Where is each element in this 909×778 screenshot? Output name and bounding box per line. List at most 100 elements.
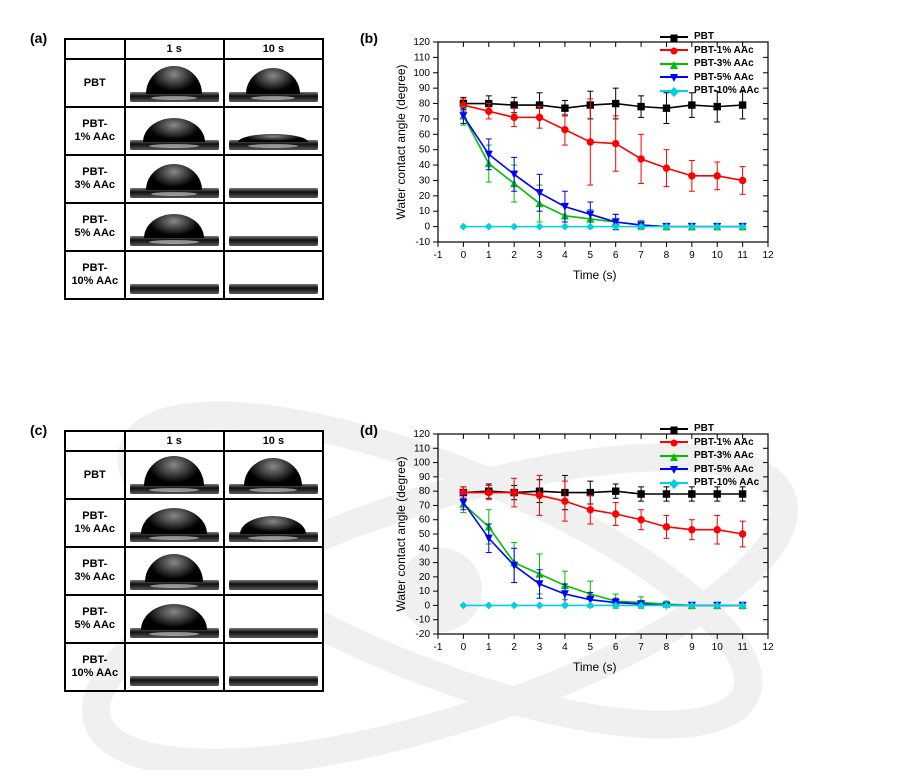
grid-row-label: PBT- 1% AAc <box>65 107 125 155</box>
svg-text:2: 2 <box>511 642 517 653</box>
legend-item: PBT <box>660 30 759 44</box>
droplet-cell <box>224 451 323 499</box>
svg-text:-1: -1 <box>434 642 443 653</box>
droplet-cell <box>125 155 224 203</box>
grid-row-label: PBT- 10% AAc <box>65 643 125 691</box>
panel-label-c: (c) <box>30 422 47 438</box>
legend-item: PBT-1% AAc <box>660 44 759 58</box>
svg-text:-10: -10 <box>416 237 431 248</box>
droplet-cell <box>224 155 323 203</box>
svg-text:40: 40 <box>419 543 431 554</box>
grid-row-label: PBT- 10% AAc <box>65 251 125 299</box>
svg-text:5: 5 <box>588 250 594 261</box>
droplet-cell <box>125 203 224 251</box>
legend-b: PBTPBT-1% AAcPBT-3% AAcPBT-5% AAcPBT-10%… <box>660 30 759 98</box>
series <box>460 602 746 608</box>
grid-col-header: 10 s <box>224 431 323 451</box>
grid-col-header: 1 s <box>125 431 224 451</box>
droplet-cell <box>125 547 224 595</box>
svg-text:-1: -1 <box>434 250 443 261</box>
droplet-cell <box>224 499 323 547</box>
legend-label: PBT-3% AAc <box>694 57 754 71</box>
svg-text:30: 30 <box>419 175 431 186</box>
legend-item: PBT-10% AAc <box>660 84 759 98</box>
chart-d-xlabel: Time (s) <box>573 660 617 674</box>
svg-text:7: 7 <box>638 250 644 261</box>
svg-text:10: 10 <box>712 250 724 261</box>
panel-label-d: (d) <box>360 422 378 438</box>
svg-text:120: 120 <box>413 429 430 440</box>
svg-text:90: 90 <box>419 83 431 94</box>
series <box>460 223 746 229</box>
svg-text:90: 90 <box>419 472 431 483</box>
svg-text:1: 1 <box>486 250 492 261</box>
svg-text:12: 12 <box>762 642 774 653</box>
svg-text:11: 11 <box>737 250 748 261</box>
svg-text:0: 0 <box>424 600 430 611</box>
legend-label: PBT <box>694 422 714 436</box>
grid-row-label: PBT- 1% AAc <box>65 499 125 547</box>
svg-text:9: 9 <box>689 250 695 261</box>
svg-text:0: 0 <box>461 642 467 653</box>
svg-text:0: 0 <box>461 250 467 261</box>
droplet-cell <box>224 595 323 643</box>
grid-header-blank <box>65 39 125 59</box>
svg-text:20: 20 <box>419 191 431 202</box>
svg-text:2: 2 <box>511 250 517 261</box>
svg-text:-20: -20 <box>416 629 431 640</box>
svg-text:8: 8 <box>664 642 670 653</box>
svg-text:110: 110 <box>414 443 430 454</box>
grid-panel-a: 1 s10 sPBTPBT- 1% AAcPBT- 3% AAcPBT- 5% … <box>64 38 324 300</box>
grid-row-label: PBT- 3% AAc <box>65 155 125 203</box>
svg-text:40: 40 <box>419 160 431 171</box>
svg-text:100: 100 <box>413 68 430 79</box>
droplet-cell <box>224 203 323 251</box>
panel-label-b: (b) <box>360 30 378 46</box>
legend-label: PBT-5% AAc <box>694 463 754 477</box>
svg-text:80: 80 <box>419 99 431 110</box>
chart-d-ylabel: Water contact angle (degree) <box>394 434 408 634</box>
svg-text:50: 50 <box>419 529 431 540</box>
legend-label: PBT-10% AAc <box>694 476 759 490</box>
svg-text:100: 100 <box>413 458 430 469</box>
svg-text:60: 60 <box>419 129 431 140</box>
svg-text:70: 70 <box>419 114 431 125</box>
droplet-cell <box>125 107 224 155</box>
legend-item: PBT-3% AAc <box>660 449 759 463</box>
grid-header-blank <box>65 431 125 451</box>
series <box>460 99 746 194</box>
legend-item: PBT-3% AAc <box>660 57 759 71</box>
legend-label: PBT-5% AAc <box>694 71 754 85</box>
svg-text:50: 50 <box>419 145 431 156</box>
svg-text:11: 11 <box>737 642 748 653</box>
droplet-cell <box>125 595 224 643</box>
svg-text:4: 4 <box>562 250 568 261</box>
legend-label: PBT-3% AAc <box>694 449 754 463</box>
grid-row-label: PBT- 5% AAc <box>65 203 125 251</box>
droplet-cell <box>125 499 224 547</box>
grid-col-header: 1 s <box>125 39 224 59</box>
svg-text:10: 10 <box>419 206 431 217</box>
svg-text:-10: -10 <box>416 615 431 626</box>
grid-col-header: 10 s <box>224 39 323 59</box>
legend-label: PBT-10% AAc <box>694 84 759 98</box>
droplet-cell <box>224 251 323 299</box>
svg-text:20: 20 <box>419 572 431 583</box>
svg-text:5: 5 <box>588 642 594 653</box>
svg-text:10: 10 <box>419 586 431 597</box>
svg-text:110: 110 <box>414 52 430 63</box>
chart-b-ylabel: Water contact angle (degree) <box>394 42 408 242</box>
grid-row-label: PBT <box>65 451 125 499</box>
legend-label: PBT <box>694 30 714 44</box>
svg-text:1: 1 <box>486 642 492 653</box>
svg-text:80: 80 <box>419 486 431 497</box>
droplet-cell <box>125 251 224 299</box>
grid-row-label: PBT- 3% AAc <box>65 547 125 595</box>
svg-text:70: 70 <box>419 500 431 511</box>
legend-d: PBTPBT-1% AAcPBT-3% AAcPBT-5% AAcPBT-10%… <box>660 422 759 490</box>
svg-text:7: 7 <box>638 642 644 653</box>
svg-text:8: 8 <box>664 250 670 261</box>
droplet-cell <box>224 643 323 691</box>
legend-label: PBT-1% AAc <box>694 436 754 450</box>
svg-text:9: 9 <box>689 642 695 653</box>
